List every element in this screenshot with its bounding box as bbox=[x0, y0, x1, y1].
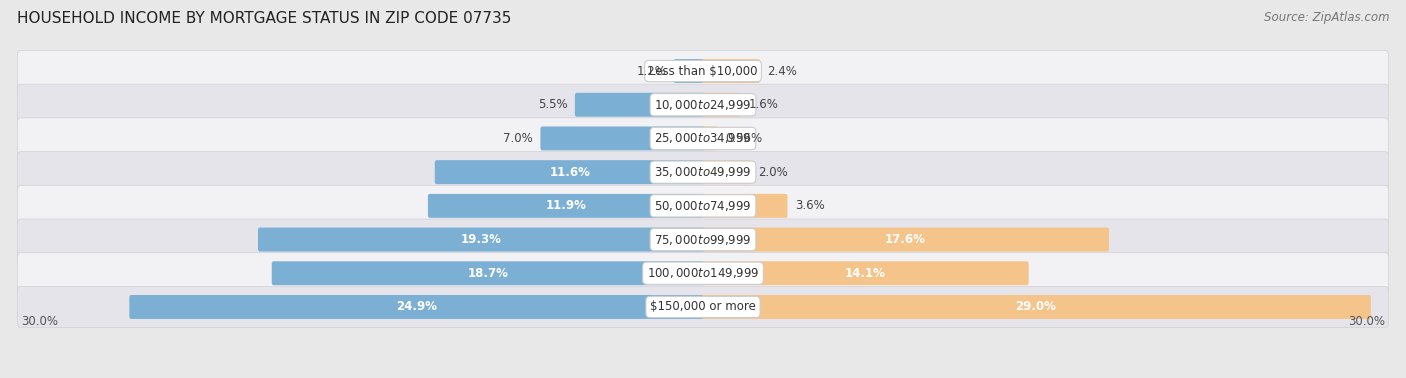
FancyBboxPatch shape bbox=[17, 185, 1389, 226]
Text: 29.0%: 29.0% bbox=[1015, 301, 1056, 313]
Text: $25,000 to $34,999: $25,000 to $34,999 bbox=[654, 132, 752, 146]
FancyBboxPatch shape bbox=[702, 228, 1109, 251]
FancyBboxPatch shape bbox=[271, 261, 704, 285]
FancyBboxPatch shape bbox=[17, 84, 1389, 125]
FancyBboxPatch shape bbox=[702, 127, 717, 150]
Text: 18.7%: 18.7% bbox=[468, 267, 509, 280]
Text: 11.6%: 11.6% bbox=[550, 166, 591, 179]
FancyBboxPatch shape bbox=[702, 261, 1029, 285]
Text: $150,000 or more: $150,000 or more bbox=[650, 301, 756, 313]
Text: 14.1%: 14.1% bbox=[845, 267, 886, 280]
FancyBboxPatch shape bbox=[257, 228, 704, 251]
Text: 17.6%: 17.6% bbox=[884, 233, 925, 246]
Text: $50,000 to $74,999: $50,000 to $74,999 bbox=[654, 199, 752, 213]
FancyBboxPatch shape bbox=[702, 295, 1371, 319]
Text: 2.0%: 2.0% bbox=[758, 166, 787, 179]
Text: 2.4%: 2.4% bbox=[768, 65, 797, 77]
Text: $35,000 to $49,999: $35,000 to $49,999 bbox=[654, 165, 752, 179]
Text: 3.6%: 3.6% bbox=[794, 199, 824, 212]
Text: $75,000 to $99,999: $75,000 to $99,999 bbox=[654, 232, 752, 246]
FancyBboxPatch shape bbox=[575, 93, 704, 117]
Text: 1.2%: 1.2% bbox=[637, 65, 666, 77]
FancyBboxPatch shape bbox=[17, 219, 1389, 260]
Text: 24.9%: 24.9% bbox=[396, 301, 437, 313]
Text: 11.9%: 11.9% bbox=[546, 199, 586, 212]
Text: $100,000 to $149,999: $100,000 to $149,999 bbox=[647, 266, 759, 280]
Text: Less than $10,000: Less than $10,000 bbox=[648, 65, 758, 77]
Text: $10,000 to $24,999: $10,000 to $24,999 bbox=[654, 98, 752, 112]
FancyBboxPatch shape bbox=[17, 51, 1389, 91]
FancyBboxPatch shape bbox=[702, 194, 787, 218]
FancyBboxPatch shape bbox=[673, 59, 704, 83]
FancyBboxPatch shape bbox=[702, 59, 761, 83]
FancyBboxPatch shape bbox=[17, 287, 1389, 327]
Text: 30.0%: 30.0% bbox=[21, 315, 58, 328]
Text: 1.6%: 1.6% bbox=[749, 98, 779, 111]
FancyBboxPatch shape bbox=[17, 118, 1389, 159]
FancyBboxPatch shape bbox=[702, 160, 751, 184]
Text: 5.5%: 5.5% bbox=[538, 98, 568, 111]
Text: 19.3%: 19.3% bbox=[461, 233, 502, 246]
FancyBboxPatch shape bbox=[540, 127, 704, 150]
FancyBboxPatch shape bbox=[17, 253, 1389, 294]
Text: HOUSEHOLD INCOME BY MORTGAGE STATUS IN ZIP CODE 07735: HOUSEHOLD INCOME BY MORTGAGE STATUS IN Z… bbox=[17, 11, 512, 26]
FancyBboxPatch shape bbox=[427, 194, 704, 218]
FancyBboxPatch shape bbox=[17, 152, 1389, 193]
Text: 0.56%: 0.56% bbox=[725, 132, 762, 145]
Text: Source: ZipAtlas.com: Source: ZipAtlas.com bbox=[1264, 11, 1389, 24]
FancyBboxPatch shape bbox=[702, 93, 741, 117]
FancyBboxPatch shape bbox=[434, 160, 704, 184]
Text: 30.0%: 30.0% bbox=[1348, 315, 1385, 328]
FancyBboxPatch shape bbox=[129, 295, 704, 319]
Text: 7.0%: 7.0% bbox=[503, 132, 533, 145]
